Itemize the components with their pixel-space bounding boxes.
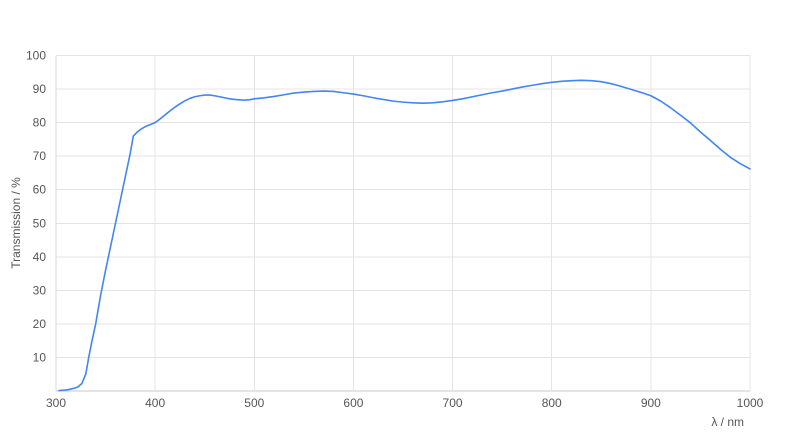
x-axis-title: λ / nm — [711, 415, 744, 429]
y-axis-title: Transmission / % — [9, 177, 23, 269]
gridlines — [55, 55, 751, 392]
x-tick-label: 1000 — [737, 396, 764, 410]
x-tick-label: 600 — [343, 396, 363, 410]
x-tick-label: 400 — [145, 396, 165, 410]
y-tick-label: 100 — [26, 49, 46, 63]
y-tick-label: 10 — [33, 350, 47, 364]
x-tick-label: 500 — [244, 396, 264, 410]
tick-labels: 300 400 500 600 700 800 900 1000 10 20 30 40 50 60 70 8… — [26, 49, 764, 411]
transmission-line — [58, 79, 751, 392]
x-tick-label: 700 — [443, 396, 463, 410]
x-tick-label: 300 — [46, 396, 66, 410]
x-tick-label: 800 — [542, 396, 562, 410]
y-tick-label: 60 — [33, 183, 47, 197]
y-tick-label: 90 — [33, 82, 47, 96]
x-tick-label: 900 — [641, 396, 661, 410]
y-tick-label: 80 — [33, 116, 47, 130]
y-tick-label: 40 — [33, 250, 47, 264]
series-group — [58, 79, 751, 392]
y-tick-label: 20 — [33, 317, 47, 331]
y-tick-label: 70 — [33, 149, 47, 163]
y-tick-label: 30 — [33, 283, 47, 297]
y-tick-label: 50 — [33, 216, 47, 230]
